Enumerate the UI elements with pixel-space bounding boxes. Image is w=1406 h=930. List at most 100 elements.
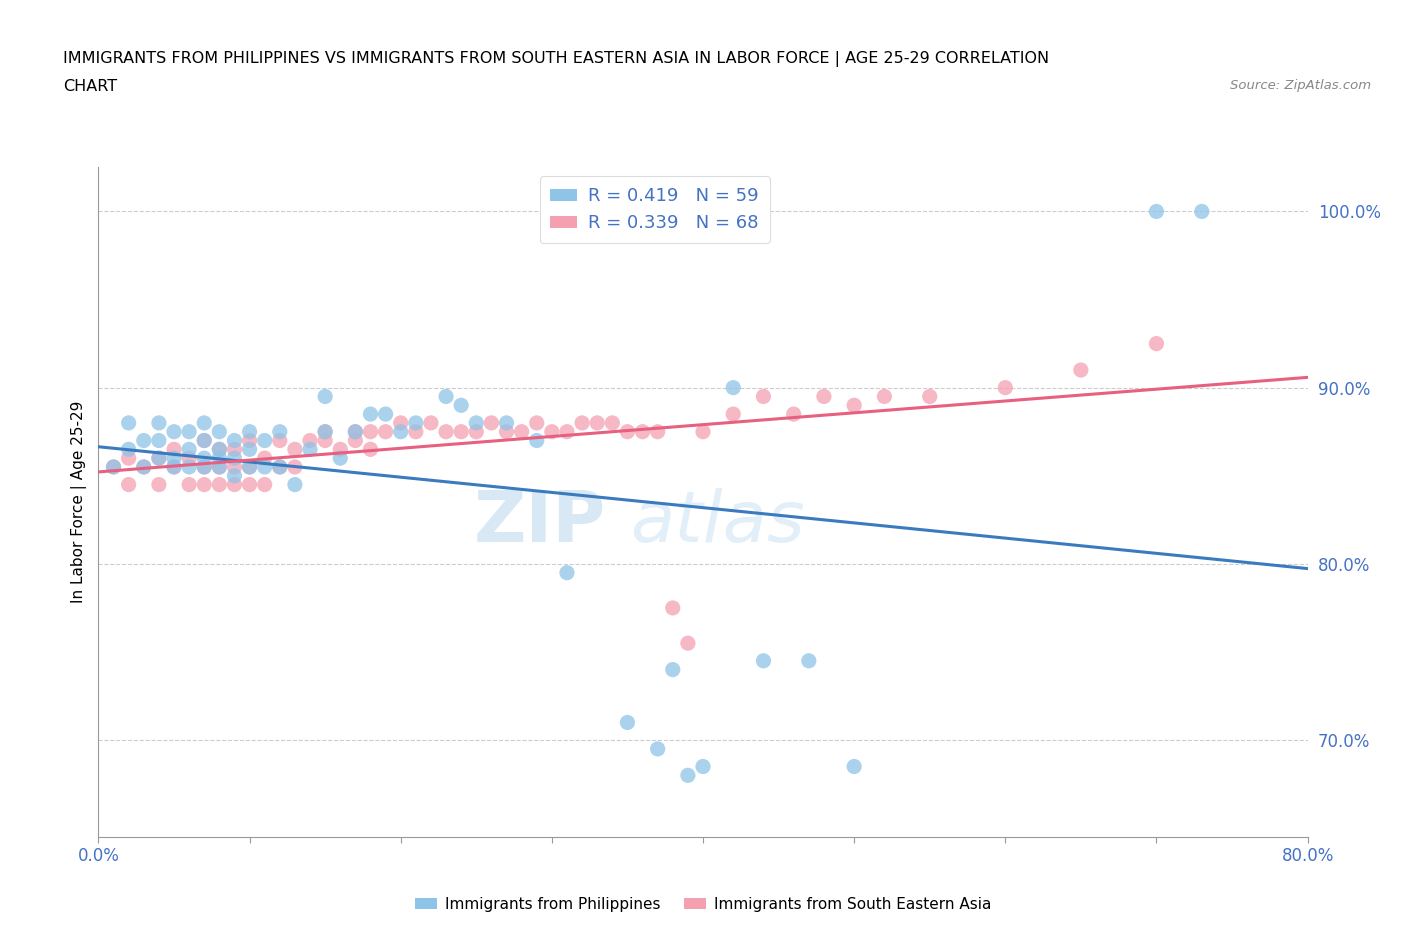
- Point: [721, 380, 744, 395]
- Point: [193, 451, 215, 466]
- Point: [284, 442, 307, 457]
- Point: [163, 459, 186, 474]
- Point: [813, 389, 835, 404]
- Point: [118, 451, 141, 466]
- Point: [389, 416, 412, 431]
- Point: [465, 416, 488, 431]
- Point: [434, 389, 457, 404]
- Point: [360, 424, 382, 439]
- Point: [602, 416, 624, 431]
- Point: [299, 433, 322, 448]
- Point: [118, 416, 141, 431]
- Point: [616, 715, 638, 730]
- Point: [692, 759, 714, 774]
- Point: [450, 424, 472, 439]
- Point: [208, 442, 231, 457]
- Point: [329, 442, 352, 457]
- Point: [586, 416, 609, 431]
- Point: [193, 433, 215, 448]
- Point: [1144, 336, 1167, 351]
- Point: [103, 459, 125, 474]
- Point: [434, 424, 457, 439]
- Point: [721, 406, 744, 421]
- Point: [540, 424, 562, 439]
- Point: [1191, 204, 1213, 219]
- Y-axis label: In Labor Force | Age 25-29: In Labor Force | Age 25-29: [72, 401, 87, 604]
- Point: [132, 459, 155, 474]
- Point: [253, 477, 276, 492]
- Point: [269, 459, 291, 474]
- Point: [314, 389, 336, 404]
- Point: [224, 459, 246, 474]
- Point: [329, 451, 352, 466]
- Point: [103, 459, 125, 474]
- Point: [495, 424, 517, 439]
- Point: [239, 433, 262, 448]
- Point: [163, 442, 186, 457]
- Point: [555, 424, 578, 439]
- Point: [132, 433, 155, 448]
- Point: [253, 451, 276, 466]
- Point: [193, 459, 215, 474]
- Point: [314, 433, 336, 448]
- Point: [269, 459, 291, 474]
- Point: [148, 416, 170, 431]
- Legend: Immigrants from Philippines, Immigrants from South Eastern Asia: Immigrants from Philippines, Immigrants …: [408, 891, 998, 918]
- Point: [193, 416, 215, 431]
- Point: [752, 654, 775, 669]
- Point: [299, 442, 322, 457]
- Point: [526, 433, 548, 448]
- Point: [510, 424, 533, 439]
- Point: [314, 424, 336, 439]
- Point: [676, 768, 699, 783]
- Point: [465, 424, 488, 439]
- Point: [692, 424, 714, 439]
- Point: [844, 398, 866, 413]
- Point: [148, 451, 170, 466]
- Point: [661, 601, 683, 616]
- Text: Source: ZipAtlas.com: Source: ZipAtlas.com: [1230, 79, 1371, 92]
- Point: [797, 654, 820, 669]
- Point: [284, 459, 307, 474]
- Point: [208, 459, 231, 474]
- Point: [782, 406, 804, 421]
- Point: [495, 416, 517, 431]
- Point: [752, 389, 775, 404]
- Point: [163, 424, 186, 439]
- Point: [994, 380, 1017, 395]
- Point: [118, 442, 141, 457]
- Point: [1070, 363, 1092, 378]
- Point: [224, 477, 246, 492]
- Point: [148, 477, 170, 492]
- Legend: R = 0.419   N = 59, R = 0.339   N = 68: R = 0.419 N = 59, R = 0.339 N = 68: [540, 177, 769, 243]
- Point: [344, 433, 367, 448]
- Point: [224, 442, 246, 457]
- Point: [676, 636, 699, 651]
- Point: [450, 398, 472, 413]
- Point: [481, 416, 503, 431]
- Point: [193, 459, 215, 474]
- Point: [177, 424, 201, 439]
- Point: [163, 459, 186, 474]
- Point: [360, 442, 382, 457]
- Text: IMMIGRANTS FROM PHILIPPINES VS IMMIGRANTS FROM SOUTH EASTERN ASIA IN LABOR FORCE: IMMIGRANTS FROM PHILIPPINES VS IMMIGRANT…: [63, 51, 1049, 67]
- Point: [405, 416, 427, 431]
- Point: [526, 416, 548, 431]
- Text: CHART: CHART: [63, 79, 117, 94]
- Point: [419, 416, 441, 431]
- Point: [239, 459, 262, 474]
- Point: [571, 416, 593, 431]
- Point: [389, 424, 412, 439]
- Point: [374, 406, 396, 421]
- Point: [405, 424, 427, 439]
- Point: [314, 424, 336, 439]
- Point: [193, 433, 215, 448]
- Point: [631, 424, 654, 439]
- Point: [118, 477, 141, 492]
- Point: [344, 424, 367, 439]
- Point: [344, 424, 367, 439]
- Point: [555, 565, 578, 580]
- Point: [873, 389, 896, 404]
- Point: [239, 442, 262, 457]
- Point: [374, 424, 396, 439]
